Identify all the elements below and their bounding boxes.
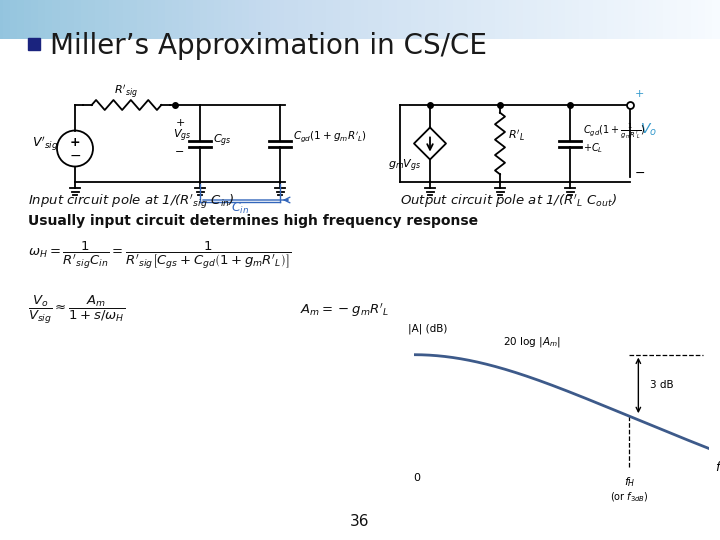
Text: Output circuit pole at 1/($R'_L$ $C_{out}$): Output circuit pole at 1/($R'_L$ $C_{out…	[400, 192, 617, 210]
Text: $V_{gs}$: $V_{gs}$	[173, 128, 192, 144]
Text: $g_m V_{gs}$: $g_m V_{gs}$	[388, 158, 422, 174]
Text: $A_m = -g_m R'_L$: $A_m = -g_m R'_L$	[300, 301, 389, 319]
Text: −: −	[69, 148, 81, 163]
Text: $V_o$: $V_o$	[640, 122, 657, 138]
Text: +: +	[635, 89, 644, 99]
Text: $C_{gd}(1+\frac{1}{g_m R'_L})$: $C_{gd}(1+\frac{1}{g_m R'_L})$	[583, 122, 646, 141]
Text: $R'_L$: $R'_L$	[508, 128, 525, 143]
Text: $+C_L$: $+C_L$	[583, 141, 603, 156]
Bar	[28, 38, 40, 50]
Text: 0: 0	[413, 474, 420, 483]
Text: $C_{gd}(1+g_m R'_L)$: $C_{gd}(1+g_m R'_L)$	[293, 130, 367, 144]
Text: $f_H$: $f_H$	[624, 475, 635, 489]
Text: 36: 36	[350, 515, 370, 530]
Text: −: −	[175, 147, 185, 158]
Text: 3 dB: 3 dB	[650, 380, 674, 390]
Text: +: +	[175, 118, 185, 127]
Text: $\omega_H = \dfrac{1}{R'_{sig}C_{in}} = \dfrac{1}{R'_{sig}\left[C_{gs}+C_{gd}\le: $\omega_H = \dfrac{1}{R'_{sig}C_{in}} = …	[28, 239, 292, 271]
Text: $R'_{sig}$: $R'_{sig}$	[114, 84, 138, 101]
Text: |A| (dB): |A| (dB)	[408, 324, 447, 334]
Text: $C_{gs}$: $C_{gs}$	[213, 133, 232, 149]
Text: Input circuit pole at 1/($R'_{sig}$ $C_{in}$): Input circuit pole at 1/($R'_{sig}$ $C_{…	[28, 193, 235, 211]
Text: (or $f_{3dB}$): (or $f_{3dB}$)	[610, 491, 649, 504]
Text: −: −	[635, 167, 646, 180]
Text: $\dfrac{V_o}{V_{sig}} \approx \dfrac{A_m}{1+s/\omega_H}$: $\dfrac{V_o}{V_{sig}} \approx \dfrac{A_m…	[28, 294, 125, 326]
Text: 20 log $|A_m|$: 20 log $|A_m|$	[503, 335, 560, 348]
Text: Usually input circuit determines high frequency response: Usually input circuit determines high fr…	[28, 214, 478, 228]
Text: $C_{in}$: $C_{in}$	[231, 201, 249, 216]
Text: +: +	[70, 136, 81, 149]
Text: $f$: $f$	[715, 460, 720, 474]
Text: Miller’s Approximation in CS/CE: Miller’s Approximation in CS/CE	[50, 32, 487, 60]
Text: $V'_{sig}$: $V'_{sig}$	[32, 134, 58, 153]
